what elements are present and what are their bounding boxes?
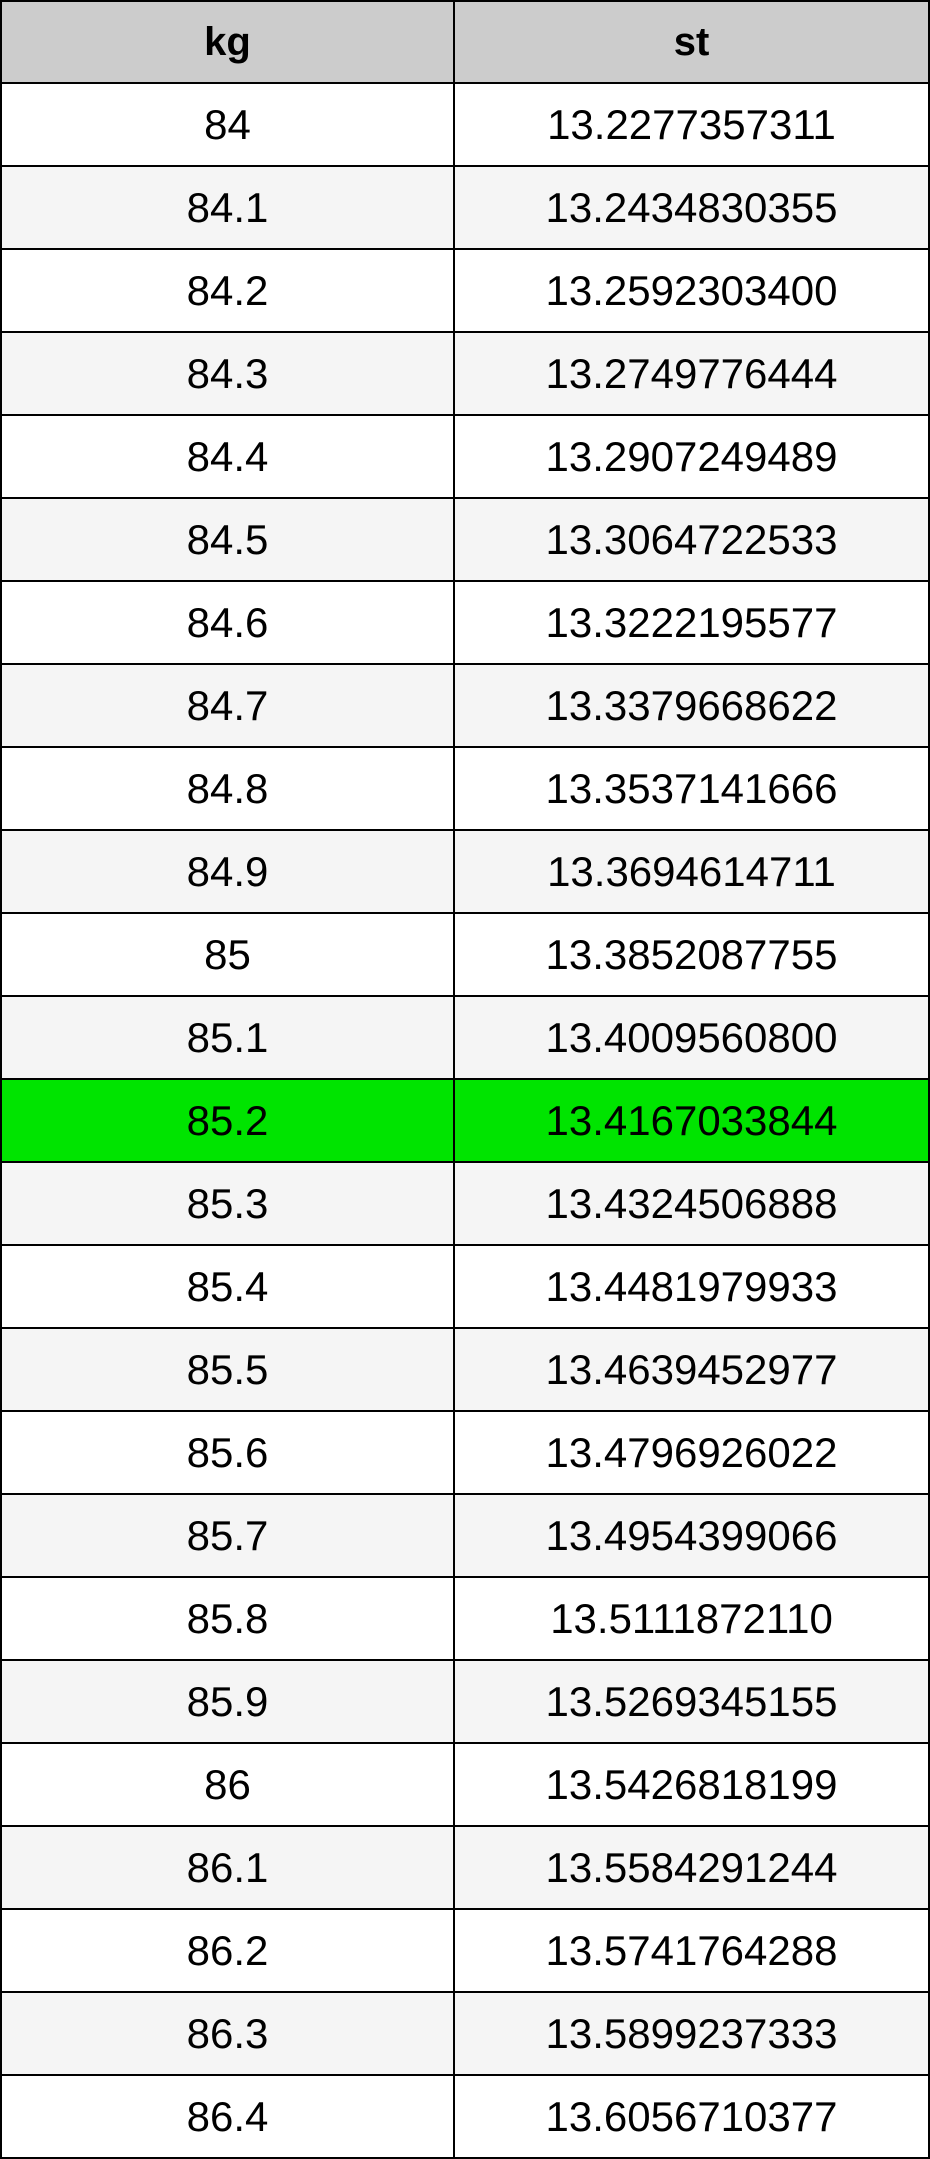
kg-cell: 86: [0, 1742, 455, 1827]
table-row[interactable]: 85.2 13.4167033844: [0, 1078, 930, 1163]
st-cell: 13.3379668622: [453, 663, 930, 748]
st-cell: 13.5741764288: [453, 1908, 930, 1993]
st-cell: 13.5426818199: [453, 1742, 930, 1827]
kg-cell: 84.8: [0, 746, 455, 831]
kg-cell: 86.1: [0, 1825, 455, 1910]
table-body: 84 13.2277357311 84.1 13.2434830355 84.2 13.2…: [0, 82, 930, 2159]
st-cell: 13.3694614711: [453, 829, 930, 914]
st-cell: 13.6056710377: [453, 2074, 930, 2159]
table-row[interactable]: 84.6 13.3222195577: [0, 580, 930, 665]
kg-cell: 84.9: [0, 829, 455, 914]
st-cell: 13.3064722533: [453, 497, 930, 582]
header-kg: kg: [0, 0, 455, 84]
st-cell: 13.3222195577: [453, 580, 930, 665]
table-row[interactable]: 86.4 13.6056710377: [0, 2074, 930, 2159]
st-cell: 13.4796926022: [453, 1410, 930, 1495]
kg-cell: 85.5: [0, 1327, 455, 1412]
table-row[interactable]: 85.8 13.5111872110: [0, 1576, 930, 1661]
st-cell: 13.5269345155: [453, 1659, 930, 1744]
st-cell: 13.3537141666: [453, 746, 930, 831]
table-row[interactable]: 86.1 13.5584291244: [0, 1825, 930, 1910]
kg-cell: 85.8: [0, 1576, 455, 1661]
table-row[interactable]: 85.3 13.4324506888: [0, 1161, 930, 1246]
kg-cell: 85.4: [0, 1244, 455, 1329]
table-row[interactable]: 85.7 13.4954399066: [0, 1493, 930, 1578]
table-row[interactable]: 84.8 13.3537141666: [0, 746, 930, 831]
kg-cell: 84.2: [0, 248, 455, 333]
table-row[interactable]: 84 13.2277357311: [0, 82, 930, 167]
table-row[interactable]: 84.4 13.2907249489: [0, 414, 930, 499]
kg-cell: 84: [0, 82, 455, 167]
kg-cell: 84.1: [0, 165, 455, 250]
table-row[interactable]: 84.3 13.2749776444: [0, 331, 930, 416]
st-cell: 13.4324506888: [453, 1161, 930, 1246]
header-st: st: [453, 0, 930, 84]
st-cell: 13.2434830355: [453, 165, 930, 250]
kg-cell: 85.3: [0, 1161, 455, 1246]
kg-cell: 85.7: [0, 1493, 455, 1578]
kg-cell: 84.7: [0, 663, 455, 748]
st-cell: 13.2592303400: [453, 248, 930, 333]
st-cell: 13.4481979933: [453, 1244, 930, 1329]
st-cell: 13.4639452977: [453, 1327, 930, 1412]
table-row[interactable]: 86.3 13.5899237333: [0, 1991, 930, 2076]
st-cell: 13.5111872110: [453, 1576, 930, 1661]
table-row[interactable]: 85.6 13.4796926022: [0, 1410, 930, 1495]
st-cell: 13.4167033844: [453, 1078, 930, 1163]
header-row: kg st: [0, 0, 930, 84]
st-cell: 13.4009560800: [453, 995, 930, 1080]
kg-cell: 84.3: [0, 331, 455, 416]
st-cell: 13.4954399066: [453, 1493, 930, 1578]
kg-cell: 85.6: [0, 1410, 455, 1495]
st-cell: 13.2277357311: [453, 82, 930, 167]
table-row[interactable]: 84.2 13.2592303400: [0, 248, 930, 333]
kg-cell: 85.9: [0, 1659, 455, 1744]
table-row[interactable]: 84.1 13.2434830355: [0, 165, 930, 250]
table-row[interactable]: 84.7 13.3379668622: [0, 663, 930, 748]
kg-cell: 85.1: [0, 995, 455, 1080]
table-row[interactable]: 85.1 13.4009560800: [0, 995, 930, 1080]
kg-cell: 84.4: [0, 414, 455, 499]
kg-cell: 84.6: [0, 580, 455, 665]
kg-cell: 86.2: [0, 1908, 455, 1993]
kg-cell: 84.5: [0, 497, 455, 582]
st-cell: 13.3852087755: [453, 912, 930, 997]
kg-cell: 85: [0, 912, 455, 997]
table-row[interactable]: 84.5 13.3064722533: [0, 497, 930, 582]
st-cell: 13.5584291244: [453, 1825, 930, 1910]
table-row[interactable]: 85.5 13.4639452977: [0, 1327, 930, 1412]
st-cell: 13.2907249489: [453, 414, 930, 499]
kg-cell: 86.3: [0, 1991, 455, 2076]
st-cell: 13.5899237333: [453, 1991, 930, 2076]
table-row[interactable]: 86 13.5426818199: [0, 1742, 930, 1827]
table-row[interactable]: 84.9 13.3694614711: [0, 829, 930, 914]
table-row[interactable]: 85 13.3852087755: [0, 912, 930, 997]
table-row[interactable]: 85.4 13.4481979933: [0, 1244, 930, 1329]
kg-cell: 86.4: [0, 2074, 455, 2159]
table-row[interactable]: 85.9 13.5269345155: [0, 1659, 930, 1744]
st-cell: 13.2749776444: [453, 331, 930, 416]
kg-cell: 85.2: [0, 1078, 455, 1163]
table-row[interactable]: 86.2 13.5741764288: [0, 1908, 930, 1993]
